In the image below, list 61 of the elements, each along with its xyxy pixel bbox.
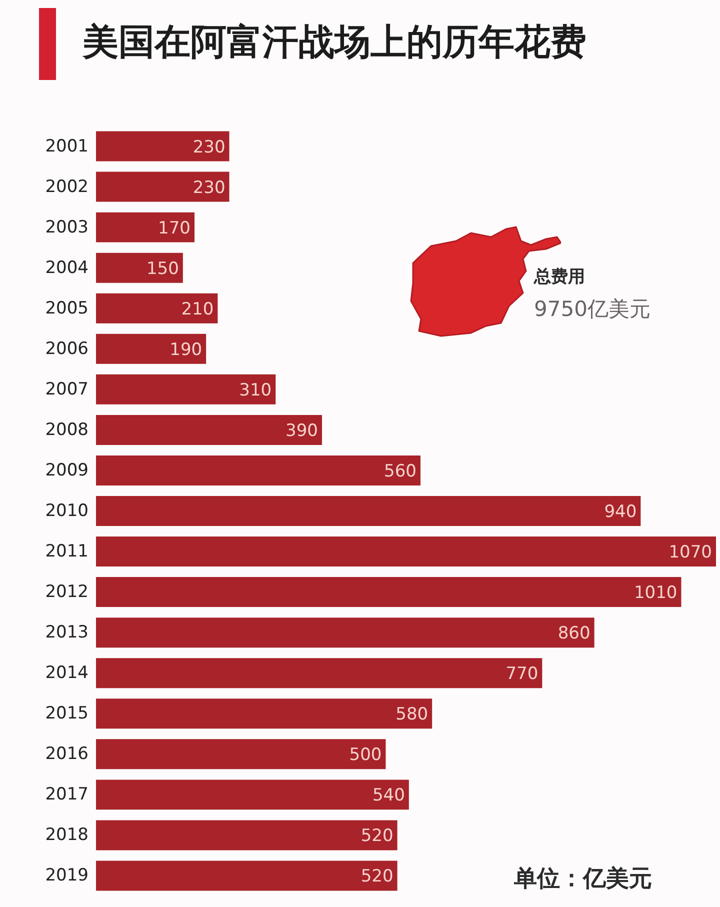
data-label: 150 (146, 258, 179, 279)
data-label: 230 (192, 178, 226, 198)
bar (96, 252, 183, 283)
bar (96, 334, 206, 364)
bar (96, 577, 682, 608)
data-label: 1070 (668, 542, 712, 563)
y-tick-label: 2012 (45, 582, 88, 602)
bar (96, 698, 432, 729)
data-label: 540 (372, 786, 405, 806)
annotation: 9750亿美元 (534, 297, 650, 322)
data-label: 770 (506, 664, 538, 684)
data-label: 170 (158, 218, 191, 238)
annotation: 单位：亿美元 (514, 866, 652, 892)
y-tick-label: 2001 (45, 136, 88, 156)
bar (96, 293, 218, 324)
y-tick-label: 2003 (45, 217, 88, 238)
y-tick-label: 2002 (45, 176, 88, 197)
y-tick-label: 2014 (45, 663, 88, 684)
annotation: 总费用 (534, 267, 585, 288)
data-label: 230 (192, 137, 226, 158)
chart-title: 美国在阿富汗战场上的历年花费 (82, 22, 587, 63)
data-label: 190 (170, 340, 202, 360)
y-tick-label: 2006 (45, 338, 88, 359)
y-tick-label: 2009 (45, 460, 88, 480)
y-tick-label: 2004 (45, 258, 88, 278)
y-tick-label: 2010 (45, 501, 88, 521)
data-label: 1010 (634, 583, 678, 604)
y-tick-label: 2018 (45, 825, 88, 846)
y-tick-label: 2008 (45, 420, 88, 440)
y-tick-label: 2005 (45, 298, 88, 318)
data-label: 580 (396, 704, 428, 725)
data-label: 500 (349, 745, 382, 766)
bar (96, 496, 641, 526)
data-label: 210 (181, 299, 214, 320)
y-tick-label: 2015 (45, 704, 88, 724)
bar (96, 131, 230, 162)
data-label: 560 (384, 461, 416, 482)
data-label: 520 (360, 866, 394, 887)
y-tick-label: 2011 (45, 542, 88, 562)
data-label: 520 (360, 826, 394, 846)
bar (96, 780, 409, 810)
bar (96, 172, 230, 202)
bar (96, 455, 420, 486)
y-tick-label: 2019 (45, 866, 88, 886)
data-label: 390 (286, 420, 318, 441)
y-tick-label: 2016 (45, 744, 88, 764)
bar (96, 658, 542, 688)
bar (96, 618, 594, 648)
bar (96, 536, 716, 567)
data-label: 310 (239, 380, 272, 400)
bar (96, 739, 386, 770)
bar (96, 374, 276, 404)
y-tick-label: 2013 (45, 622, 88, 643)
y-tick-label: 2007 (45, 379, 88, 400)
bar (96, 414, 322, 445)
bar (96, 860, 398, 891)
y-tick-label: 2017 (45, 784, 88, 805)
data-label: 940 (604, 502, 637, 522)
bar (96, 212, 195, 242)
bar (96, 820, 398, 850)
data-label: 860 (558, 624, 590, 644)
